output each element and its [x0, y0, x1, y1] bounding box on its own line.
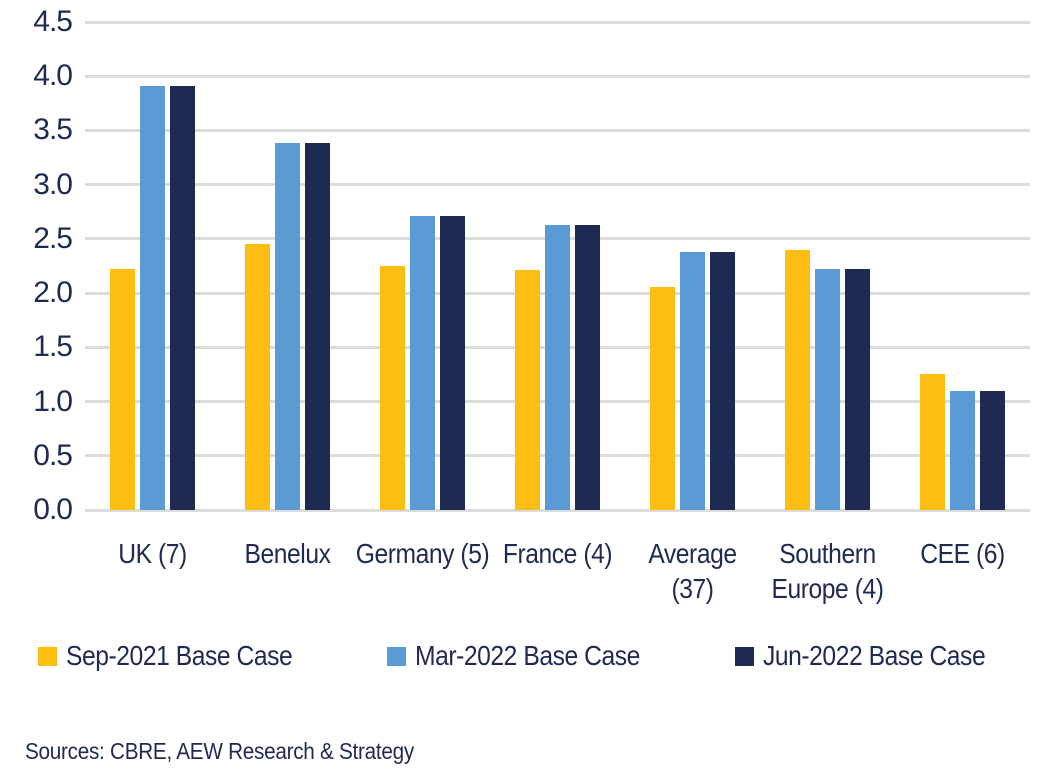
- legend-item: Sep-2021 Base Case: [37, 640, 323, 672]
- y-tick-label: 0.0: [33, 493, 73, 526]
- bar: [980, 390, 1005, 510]
- gridline: [85, 74, 1030, 78]
- x-category-label: Average (37): [648, 538, 737, 604]
- bar: [575, 224, 600, 510]
- legend-swatch-icon: [387, 646, 407, 666]
- bar: [845, 269, 870, 510]
- bar: [710, 251, 735, 510]
- y-tick-label: 0.5: [33, 438, 73, 472]
- bar: [110, 269, 135, 510]
- chart-legend: Sep-2021 Base Case Mar-2022 Base Case Jun-…: [0, 636, 1053, 676]
- y-tick-label: 3.5: [33, 113, 73, 147]
- bar: [515, 270, 540, 510]
- gridline: [85, 183, 1030, 187]
- legend-item: Mar-2022 Base Case: [387, 640, 671, 672]
- x-category-label: Germany (5): [355, 538, 490, 569]
- gridline: [85, 508, 1030, 512]
- bar: [440, 216, 465, 510]
- y-axis-tick-labels: 0.0 0.5 1.0 1.5 2.0 2.5 3.0 3.5 4.0 4.5: [0, 0, 73, 560]
- plot-area: [85, 20, 1030, 512]
- y-tick-label: 4.0: [33, 59, 73, 93]
- x-category-label: France (4): [502, 538, 613, 569]
- bar: [245, 244, 270, 510]
- y-tick-label: 2.0: [33, 276, 73, 310]
- bar: [920, 374, 945, 510]
- source-note: Sources: CBRE, AEW Research & Strategy: [25, 738, 414, 764]
- bar: [410, 216, 435, 510]
- legend-swatch-icon: [37, 646, 57, 666]
- bar: [785, 249, 810, 510]
- y-tick-label: 1.0: [33, 384, 73, 418]
- x-axis-category-labels: UK (7) Benelux Germany (5) France (4) Averag…: [85, 536, 1030, 616]
- y-tick-label: 2.5: [33, 221, 73, 255]
- bar: [305, 143, 330, 510]
- x-category-label: Benelux: [244, 538, 331, 569]
- bar: [950, 390, 975, 510]
- bar: [680, 251, 705, 510]
- bar: [545, 224, 570, 510]
- bar: [140, 85, 165, 510]
- y-tick-label: 3.0: [33, 167, 73, 201]
- legend-item: Jun-2022 Base Case: [734, 640, 1016, 672]
- gridline: [85, 20, 1030, 24]
- legend-label: Jun-2022 Base Case: [762, 640, 986, 671]
- bar: [380, 266, 405, 510]
- legend-swatch-icon: [734, 646, 754, 666]
- legend-label: Mar-2022 Base Case: [415, 640, 640, 671]
- x-category-label: CEE (6): [920, 538, 1005, 569]
- bar: [650, 286, 675, 510]
- x-category-label: UK (7): [118, 538, 187, 569]
- legend-label: Sep-2021 Base Case: [65, 640, 293, 671]
- y-tick-label: 4.5: [33, 5, 73, 38]
- bar: [275, 143, 300, 510]
- bar: [170, 85, 195, 510]
- bar: [815, 269, 840, 510]
- x-category-label: Southern Europe (4): [771, 538, 884, 604]
- y-tick-label: 1.5: [33, 330, 73, 364]
- gridline: [85, 128, 1030, 132]
